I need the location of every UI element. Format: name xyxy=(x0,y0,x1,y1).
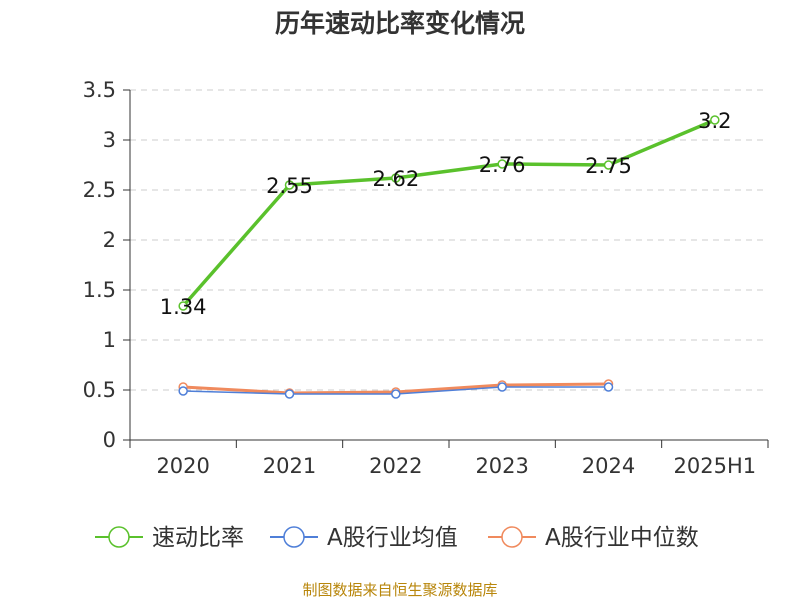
data-label: 2.55 xyxy=(266,174,313,198)
x-tick-label: 2025H1 xyxy=(674,454,757,478)
y-tick-label: 2.5 xyxy=(83,178,116,202)
series-group xyxy=(178,115,720,399)
data-point xyxy=(497,382,507,392)
data-point xyxy=(603,160,614,170)
y-tick-label: 0.5 xyxy=(83,378,116,402)
x-tick-label: 2023 xyxy=(475,454,528,478)
legend-label: 速动比率 xyxy=(152,525,244,551)
legend-item[interactable]: A股行业均值 xyxy=(270,525,458,551)
grid-lines xyxy=(130,89,768,391)
legend-item[interactable]: 速动比率 xyxy=(95,525,244,551)
legend-label: A股行业均值 xyxy=(327,525,458,551)
data-point xyxy=(603,382,614,392)
data-point xyxy=(178,301,188,311)
series-line xyxy=(181,118,716,308)
data-point xyxy=(391,173,401,183)
legend-label: A股行业中位数 xyxy=(545,525,699,551)
legend-item[interactable]: A股行业中位数 xyxy=(488,525,699,551)
data-label: 2.75 xyxy=(585,154,632,178)
y-tick-labels: 0 0.5 1 1.5 2 2.5 3 3.5 xyxy=(83,78,116,452)
x-tick-label: 2024 xyxy=(582,454,635,478)
legend-circle-marker xyxy=(283,526,305,548)
data-labels: 1.34 2.55 2.62 2.76 2.75 3.2 xyxy=(160,109,732,319)
x-tick-labels: 2020 2021 2022 2023 2024 2025H1 xyxy=(156,454,756,478)
axes xyxy=(123,89,769,448)
data-point xyxy=(497,159,507,169)
data-point xyxy=(710,115,720,125)
data-point xyxy=(284,180,295,190)
legend-circle-marker xyxy=(501,526,523,548)
data-label: 2.76 xyxy=(479,153,526,177)
y-tick-label: 1.5 xyxy=(83,278,116,302)
legend[interactable]: 速动比率 A股行业均值 A股行业中位数 xyxy=(95,525,699,551)
data-label: 3.2 xyxy=(698,109,731,133)
y-tick-label: 2 xyxy=(103,228,116,252)
y-tick-label: 3.5 xyxy=(83,78,116,102)
y-tick-label: 0 xyxy=(103,428,116,452)
y-tick-label: 3 xyxy=(103,128,116,152)
x-tick-label: 2022 xyxy=(369,454,422,478)
data-label: 2.62 xyxy=(372,167,419,191)
legend-circle-marker xyxy=(108,526,130,548)
chart-title: 历年速动比率变化情况 xyxy=(275,9,525,38)
y-tick-label: 1 xyxy=(103,328,116,352)
x-tick-label: 2020 xyxy=(156,454,209,478)
x-tick-label: 2021 xyxy=(263,454,316,478)
data-point xyxy=(391,389,401,399)
data-point xyxy=(178,386,188,396)
data-point xyxy=(284,389,295,399)
source-note: 制图数据来自恒生聚源数据库 xyxy=(302,581,497,599)
data-label: 1.34 xyxy=(160,295,207,319)
